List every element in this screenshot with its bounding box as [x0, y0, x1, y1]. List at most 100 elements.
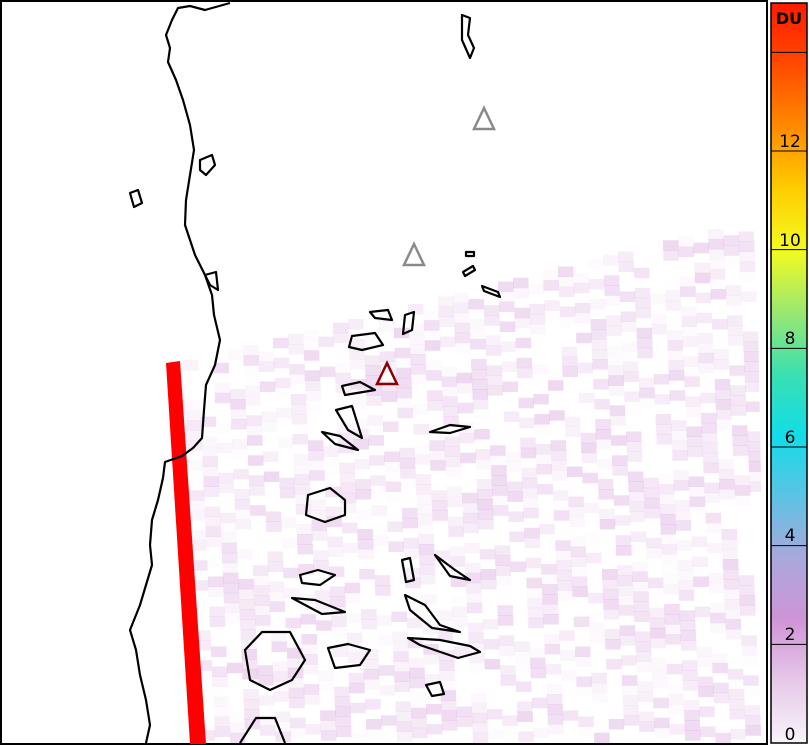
swath-cell: [728, 679, 744, 690]
swath-cell: [254, 595, 270, 606]
swath-cell: [723, 235, 739, 246]
swath-cell: [637, 691, 654, 702]
swath-cell: [331, 616, 347, 627]
swath-cell: [632, 581, 649, 592]
swath-cell: [290, 394, 307, 405]
island: [320, 430, 360, 452]
swath-cell: [591, 339, 608, 350]
swath-cell: [747, 441, 764, 452]
swath-cell: [545, 310, 561, 321]
swath-cell: [396, 377, 412, 389]
swath-cell: [344, 582, 361, 594]
swath-cell: [691, 536, 707, 547]
swath-cell: [594, 732, 610, 744]
swath-cell: [444, 436, 460, 447]
swath-cell: [308, 460, 325, 471]
swath-cell: [526, 577, 542, 589]
swath-cell: [266, 521, 282, 532]
swath-cell: [468, 299, 484, 310]
swath-cell: [447, 516, 464, 527]
swath-cell: [727, 335, 744, 346]
swath-cell: [317, 640, 333, 651]
swath-cell: [342, 522, 358, 534]
swath-cell: [517, 367, 533, 379]
swath-cell: [653, 374, 670, 385]
swath-cell: [536, 454, 552, 465]
swath-cell: [661, 534, 677, 545]
swath-cell: [506, 461, 522, 472]
swath-cell: [334, 343, 350, 354]
swath-cell: [393, 661, 410, 672]
swath-cell: [710, 612, 726, 624]
swath-cell: [668, 694, 684, 705]
swath-cell: [636, 651, 652, 662]
swath-cell: [635, 641, 652, 652]
island: [326, 642, 372, 670]
swath-cell: [604, 629, 621, 640]
swath-cell: [530, 324, 546, 335]
swath-cell: [230, 732, 246, 744]
swath-cell: [243, 355, 259, 366]
swath-cell: [273, 357, 290, 369]
swath-cell: [562, 710, 579, 721]
swath-cell: [424, 674, 441, 685]
island: [198, 153, 217, 177]
swath-cell: [633, 601, 650, 612]
swath-cell: [711, 652, 728, 664]
swath-cell: [285, 617, 302, 629]
swath-cell: [606, 325, 622, 336]
swath-cell: [225, 613, 241, 624]
swath-cell: [275, 388, 291, 399]
swath-cell: [544, 634, 560, 645]
swath-cell: [340, 482, 356, 494]
swath-cell: [218, 472, 234, 484]
swath-cell: [710, 289, 727, 300]
swath-cell: [441, 710, 457, 721]
swath-cell: [741, 635, 757, 646]
swath-cell: [422, 624, 438, 635]
island: [298, 568, 337, 587]
swath-cell: [551, 450, 567, 461]
swath-cell: [418, 544, 435, 555]
swath-cell: [303, 340, 319, 351]
swath-cell: [203, 476, 219, 487]
swath-cell: [546, 340, 562, 351]
swath-cell: [602, 579, 618, 590]
swath-cell: [409, 667, 425, 679]
swath-cell: [531, 697, 548, 709]
swath-cell: [427, 390, 443, 401]
swath-cell: [679, 276, 696, 287]
swath-cell: [608, 719, 625, 730]
swath-cell: [717, 439, 733, 450]
colorbar-tick-label: 2: [785, 625, 796, 645]
swath-cell: [624, 391, 640, 402]
swath-cell: [727, 659, 743, 670]
swath-cell: [290, 717, 306, 729]
swath-cell: [276, 407, 292, 419]
swath-cell: [659, 494, 675, 505]
swath-cell: [475, 449, 491, 460]
swath-cell: [426, 724, 443, 735]
swath-cell: [402, 507, 418, 519]
swath-cell: [708, 249, 725, 260]
swath-cell: [436, 610, 453, 621]
swath-cell: [189, 500, 205, 511]
swath-cell: [712, 319, 728, 330]
swath-cell: [318, 670, 334, 681]
swath-cell: [359, 569, 375, 580]
swath-cell: [294, 484, 311, 495]
swath-cell: [561, 346, 578, 357]
swath-cell: [416, 494, 433, 505]
swath-cell: [581, 452, 598, 464]
swath-cell: [660, 524, 677, 535]
swath-cell: [368, 435, 384, 446]
swath-cell: [683, 356, 699, 367]
swath-cell: [710, 622, 727, 634]
swath-cell: [379, 351, 396, 362]
swath-cell: [749, 481, 766, 492]
swath-cell: [619, 625, 636, 636]
swath-cell: [620, 635, 636, 646]
swath-cell: [498, 635, 515, 646]
swath-cell: [591, 682, 608, 694]
swath-cell: [267, 561, 284, 572]
